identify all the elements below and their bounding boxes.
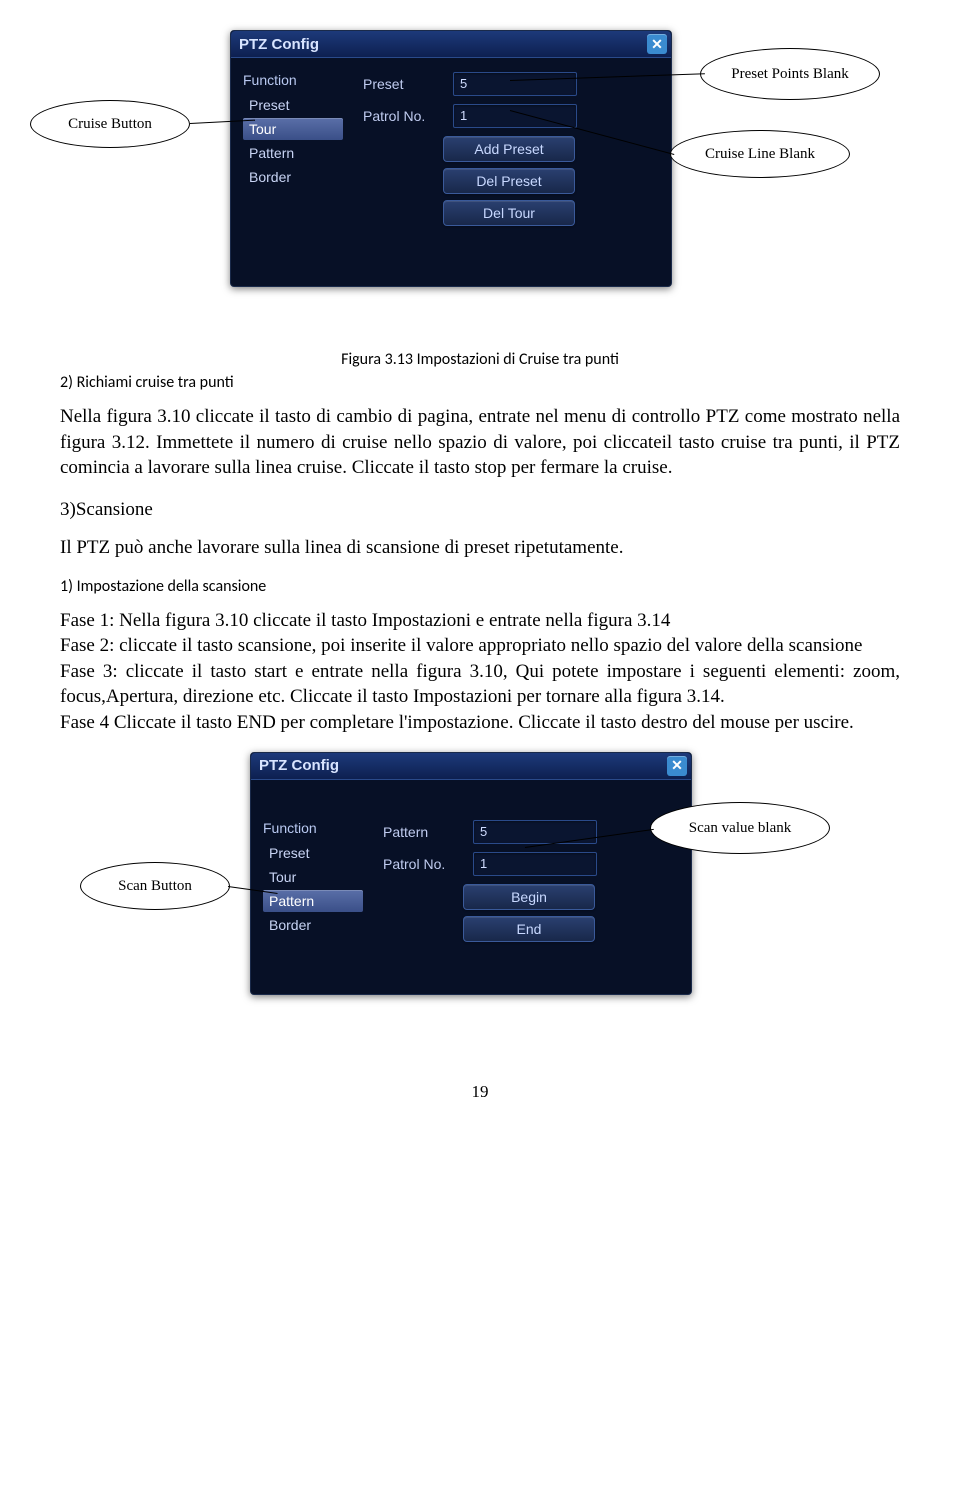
page-number: 19 bbox=[60, 1082, 900, 1102]
sidebar-item-pattern-2[interactable]: Pattern bbox=[263, 890, 363, 912]
patrol-input-2[interactable]: 1 bbox=[473, 852, 597, 876]
preset-label: Preset bbox=[363, 76, 453, 92]
ptz-config-window-2: PTZ Config ✕ Function Preset Tour Patter… bbox=[250, 752, 692, 995]
paragraph-scansione-intro: Il PTZ può anche lavorare sulla linea di… bbox=[60, 535, 900, 561]
window-main: Preset 5 Patrol No. 1 Add Preset Del Pre… bbox=[363, 72, 659, 272]
sidebar-item-pattern[interactable]: Pattern bbox=[243, 142, 343, 164]
close-button[interactable]: ✕ bbox=[647, 34, 667, 54]
patrol-label: Patrol No. bbox=[363, 108, 453, 124]
window-titlebar-2: PTZ Config ✕ bbox=[251, 753, 691, 780]
window-body-2: Function Preset Tour Pattern Border Patt… bbox=[251, 780, 691, 994]
function-sidebar-2: Function Preset Tour Pattern Border bbox=[263, 820, 363, 980]
window-title: PTZ Config bbox=[239, 36, 319, 53]
patrol-row-2: Patrol No. 1 bbox=[383, 852, 679, 876]
del-tour-button[interactable]: Del Tour bbox=[443, 200, 575, 226]
section-heading: 2) Richiami cruise tra punti bbox=[60, 373, 900, 392]
sidebar-item-border[interactable]: Border bbox=[243, 166, 343, 188]
sidebar-item-tour[interactable]: Tour bbox=[243, 118, 343, 140]
pattern-label: Pattern bbox=[383, 824, 473, 840]
callout-cruise-button: Cruise Button bbox=[30, 100, 190, 148]
heading-scansione: 3)Scansione bbox=[60, 499, 900, 521]
paragraph-fase4: Fase 4 Cliccate il tasto END per complet… bbox=[60, 710, 900, 736]
function-sidebar: Function Preset Tour Pattern Border bbox=[243, 72, 343, 272]
sidebar-header-2: Function bbox=[263, 820, 363, 836]
window-body: Function Preset Tour Pattern Border Pres… bbox=[231, 58, 671, 286]
preset-input[interactable]: 5 bbox=[453, 72, 577, 96]
sidebar-item-preset[interactable]: Preset bbox=[243, 94, 343, 116]
callout-preset-points-blank: Preset Points Blank bbox=[700, 48, 880, 100]
ptz-config-window: PTZ Config ✕ Function Preset Tour Patter… bbox=[230, 30, 672, 287]
paragraph-cruise-recall: Nella figura 3.10 cliccate il tasto di c… bbox=[60, 404, 900, 481]
end-button[interactable]: End bbox=[463, 916, 595, 942]
sidebar-header: Function bbox=[243, 72, 343, 88]
sidebar-item-preset-2[interactable]: Preset bbox=[263, 842, 363, 864]
window-main-2: Pattern 5 Patrol No. 1 Begin End bbox=[383, 820, 679, 980]
del-preset-button[interactable]: Del Preset bbox=[443, 168, 575, 194]
patrol-label-2: Patrol No. bbox=[383, 856, 473, 872]
window-title-2: PTZ Config bbox=[259, 757, 339, 774]
figure-caption: Figura 3.13 Impostazioni di Cruise tra p… bbox=[60, 350, 900, 369]
sidebar-item-border-2[interactable]: Border bbox=[263, 914, 363, 936]
ptz-config-figure-2: PTZ Config ✕ Function Preset Tour Patter… bbox=[60, 752, 900, 1052]
callout-scan-button: Scan Button bbox=[80, 862, 230, 910]
close-button-2[interactable]: ✕ bbox=[667, 756, 687, 776]
add-preset-button[interactable]: Add Preset bbox=[443, 136, 575, 162]
patrol-input[interactable]: 1 bbox=[453, 104, 577, 128]
button-column: Add Preset Del Preset Del Tour bbox=[443, 136, 659, 226]
callout-scan-value-blank: Scan value blank bbox=[650, 802, 830, 854]
callout-cruise-line-blank: Cruise Line Blank bbox=[670, 130, 850, 178]
paragraph-fase1: Fase 1: Nella figura 3.10 cliccate il ta… bbox=[60, 608, 900, 634]
window-titlebar: PTZ Config ✕ bbox=[231, 31, 671, 58]
ptz-config-figure-1: PTZ Config ✕ Function Preset Tour Patter… bbox=[60, 20, 900, 340]
patrol-row: Patrol No. 1 bbox=[363, 104, 659, 128]
heading-impostazione-scansione: 1) Impostazione della scansione bbox=[60, 577, 900, 596]
button-column-2: Begin End bbox=[463, 884, 679, 942]
begin-button[interactable]: Begin bbox=[463, 884, 595, 910]
paragraph-fase3: Fase 3: cliccate il tasto start e entrat… bbox=[60, 659, 900, 710]
paragraph-fase2: Fase 2: cliccate il tasto scansione, poi… bbox=[60, 633, 900, 659]
sidebar-item-tour-2[interactable]: Tour bbox=[263, 866, 363, 888]
